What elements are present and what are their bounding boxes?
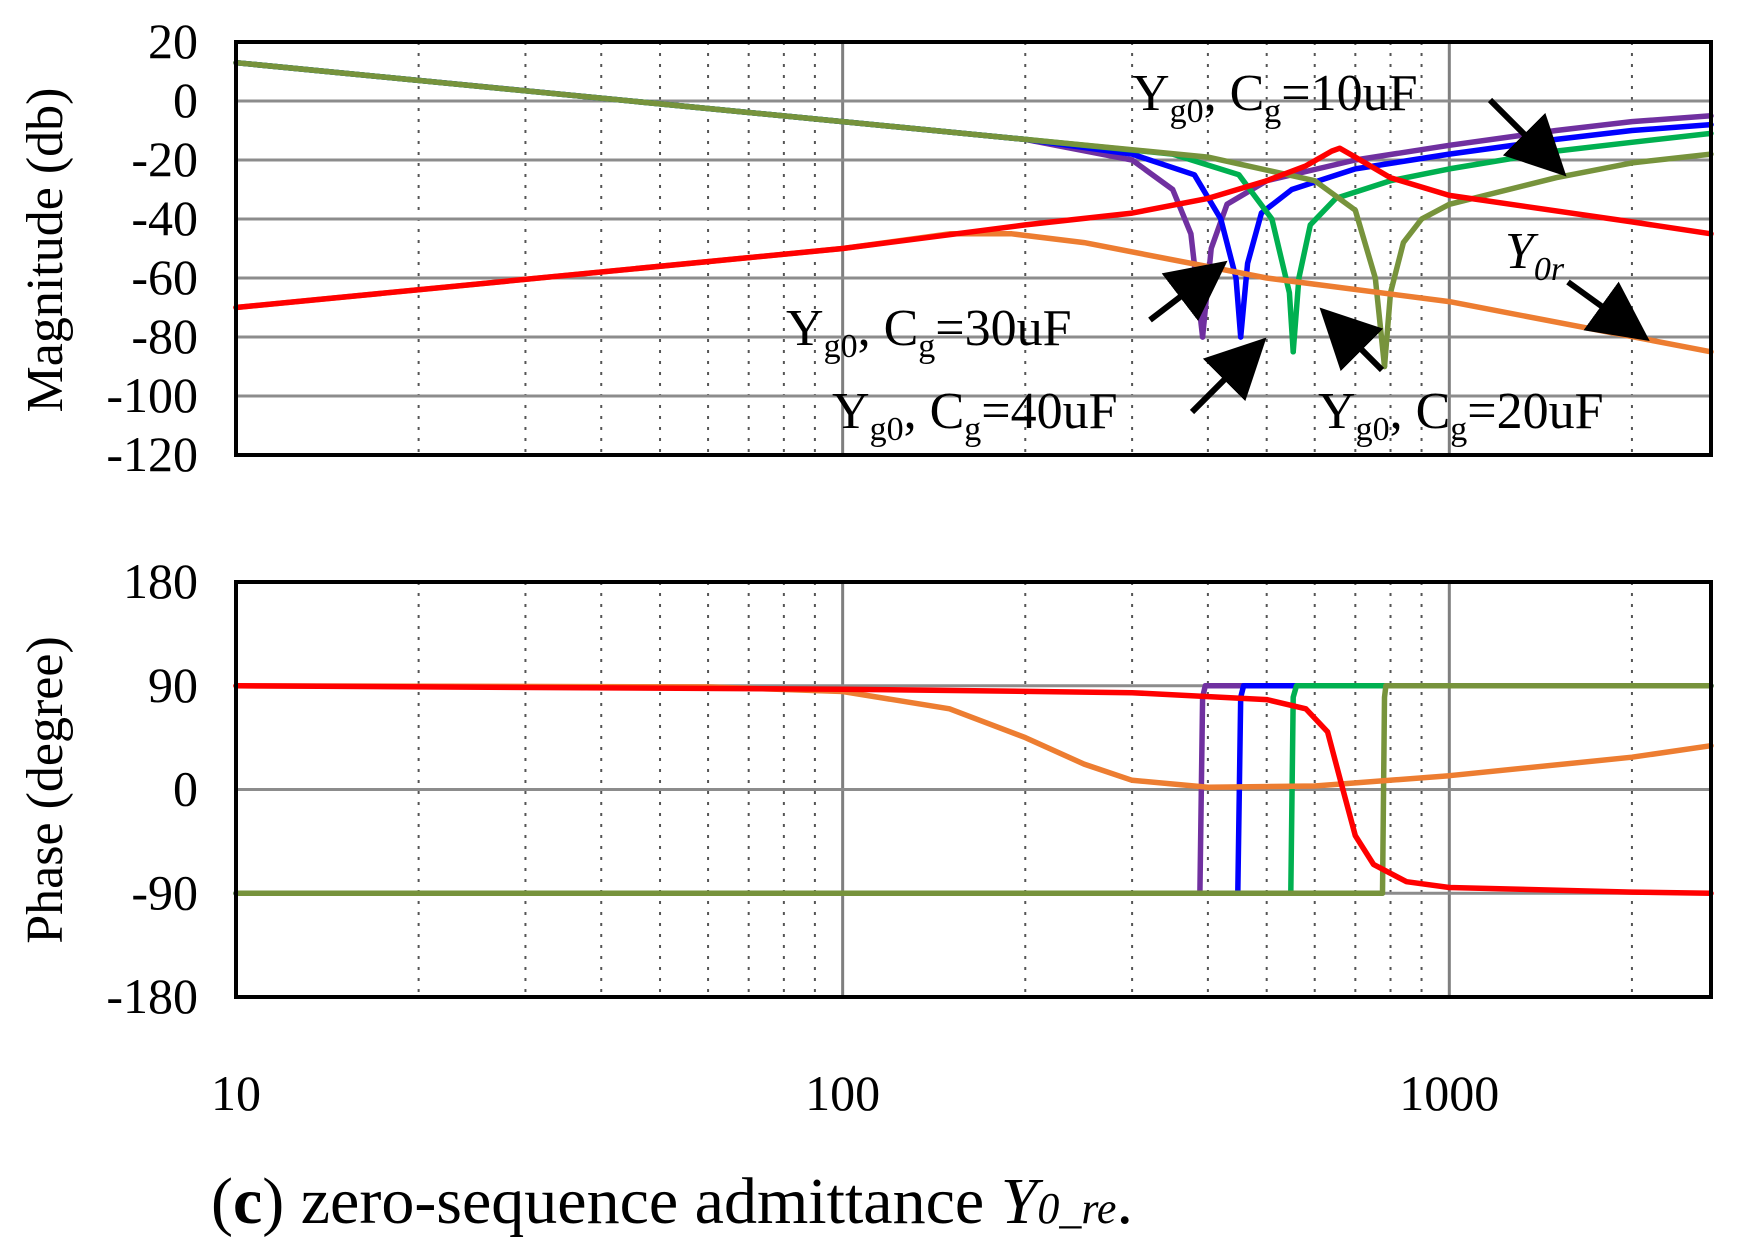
y-tick-label: -60 [131,249,198,305]
phase-grid [234,580,1711,999]
y-tick-label: -20 [131,131,198,187]
x-tick-label: 10 [211,1065,261,1121]
series-line-Cg10 [233,683,1714,897]
magnitude-y-ticks: 200-20-40-60-80-100-120 [106,13,198,482]
annotation-arrow-cg-10uf [1487,97,1567,177]
series-line-Cg10 [1381,151,1714,370]
y-tick-label: 90 [148,657,198,713]
x-tick-label: 1000 [1399,1065,1499,1121]
series-line-red [233,145,1714,311]
annotations: Yg0, Cg=10uF Yg0, Cg=30uF Yg0, Cg=40uF Y… [786,65,1650,448]
phase-panel: 180 90 0 -90 -180 Phase (degree) [17,553,1714,1024]
annotation-arrow-cg-40uf [1189,337,1267,415]
y-tick-label: 20 [148,13,198,69]
phase-y-ticks: 180 90 0 -90 -180 [106,553,198,1024]
annotation-cg-30uf: Yg0, Cg=30uF [786,300,1072,365]
y-tick-label: -40 [131,190,198,246]
series-line-red [233,683,1714,897]
phase-series [233,683,1714,897]
y-tick-label: -80 [131,308,198,364]
y-tick-label: 0 [173,72,198,128]
annotation-cg-20uf: Yg0, Cg=20uF [1318,383,1604,448]
y-tick-label: -100 [106,367,198,423]
series-line-Cg20 [1290,130,1714,355]
y-tick-label: 0 [173,761,198,817]
annotation-arrow-cg-20uf [1319,307,1385,373]
magnitude-axes-frame [234,40,1713,457]
magnitude-series [233,59,1714,370]
series-line-Y0r_orange [233,683,1714,790]
y-tick-label: -180 [106,968,198,1024]
series-line-Cg40 [233,59,1244,340]
annotation-y0r: Y0r [1505,223,1565,288]
annotation-arrow-y0r [1566,279,1650,342]
series-line-Cg40 [1237,121,1714,340]
x-tick-labels: 10 100 1000 [211,1065,1499,1121]
figure-caption: (c) zero-sequence admittance Y0_re. [211,1165,1133,1238]
phase-y-axis-label: Phase (degree) [17,636,74,944]
phase-axes-frame [234,580,1713,999]
series-line-Cg10 [233,59,1388,370]
x-tick-label: 100 [805,1065,880,1121]
annotation-cg-10uf: Yg0, Cg=10uF [1132,65,1418,130]
y-tick-label: -90 [131,864,198,920]
annotation-cg-40uf: Yg0, Cg=40uF [832,383,1118,448]
y-tick-label: -120 [106,426,198,482]
annotation-arrow-cg-30uf [1148,260,1228,323]
y-tick-label: 180 [123,553,198,609]
magnitude-y-axis-label: Magnitude (db) [17,88,74,413]
magnitude-panel: 200-20-40-60-80-100-120 Magnitude (db) [17,13,1714,482]
